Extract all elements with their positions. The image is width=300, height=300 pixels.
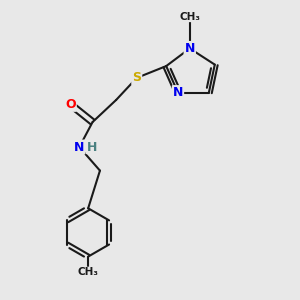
Text: N: N xyxy=(74,141,85,154)
Text: S: S xyxy=(132,71,141,84)
Text: CH₃: CH₃ xyxy=(78,267,99,277)
Text: N: N xyxy=(184,42,195,55)
Text: H: H xyxy=(86,141,97,154)
Text: N: N xyxy=(173,86,183,99)
Text: CH₃: CH₃ xyxy=(179,12,200,22)
Text: O: O xyxy=(65,98,76,111)
